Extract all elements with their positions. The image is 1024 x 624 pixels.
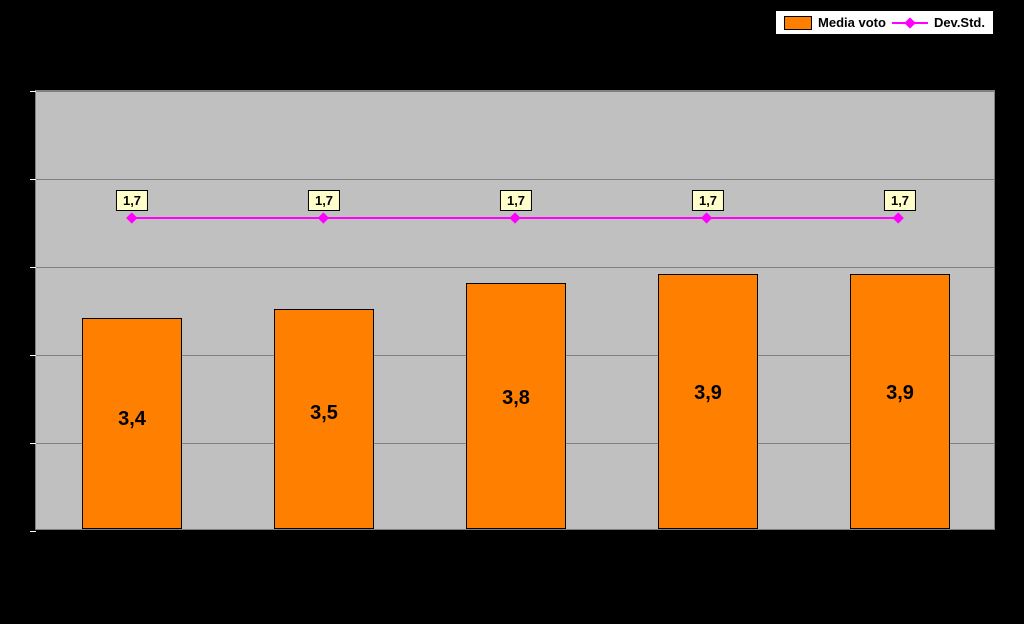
y-tick: [30, 91, 36, 92]
x-axis: [35, 530, 995, 600]
bar-data-label: 3,8: [467, 387, 565, 410]
bar-data-label: 3,9: [851, 382, 949, 405]
bar: 3,4: [82, 318, 182, 529]
bar: 3,9: [658, 274, 758, 529]
gridline: [36, 267, 994, 268]
line-data-label: 1,7: [308, 190, 340, 211]
line-data-label: 1,7: [884, 190, 916, 211]
legend-label-line: Dev.Std.: [934, 15, 985, 30]
line-data-label: 1,7: [500, 190, 532, 211]
gridline: [36, 91, 994, 92]
bar-data-label: 3,4: [83, 408, 181, 431]
chart-legend: Media voto Dev.Std.: [775, 10, 994, 35]
legend-swatch-bar: [784, 16, 812, 30]
y-tick: [30, 443, 36, 444]
y-tick: [30, 355, 36, 356]
line-data-label: 1,7: [692, 190, 724, 211]
legend-swatch-line: [892, 16, 928, 30]
bar-data-label: 3,5: [275, 402, 373, 425]
bar: 3,9: [850, 274, 950, 529]
plot-area: 3,4 3,5 3,8 3,9 3,9 1,7 1,7 1,7 1,7 1,7: [35, 90, 995, 530]
gridline: [36, 179, 994, 180]
y-tick: [30, 179, 36, 180]
bar: 3,8: [466, 283, 566, 529]
bar-data-label: 3,9: [659, 382, 757, 405]
line-data-label: 1,7: [116, 190, 148, 211]
legend-label-bar: Media voto: [818, 15, 886, 30]
y-tick: [30, 267, 36, 268]
bar: 3,5: [274, 309, 374, 529]
